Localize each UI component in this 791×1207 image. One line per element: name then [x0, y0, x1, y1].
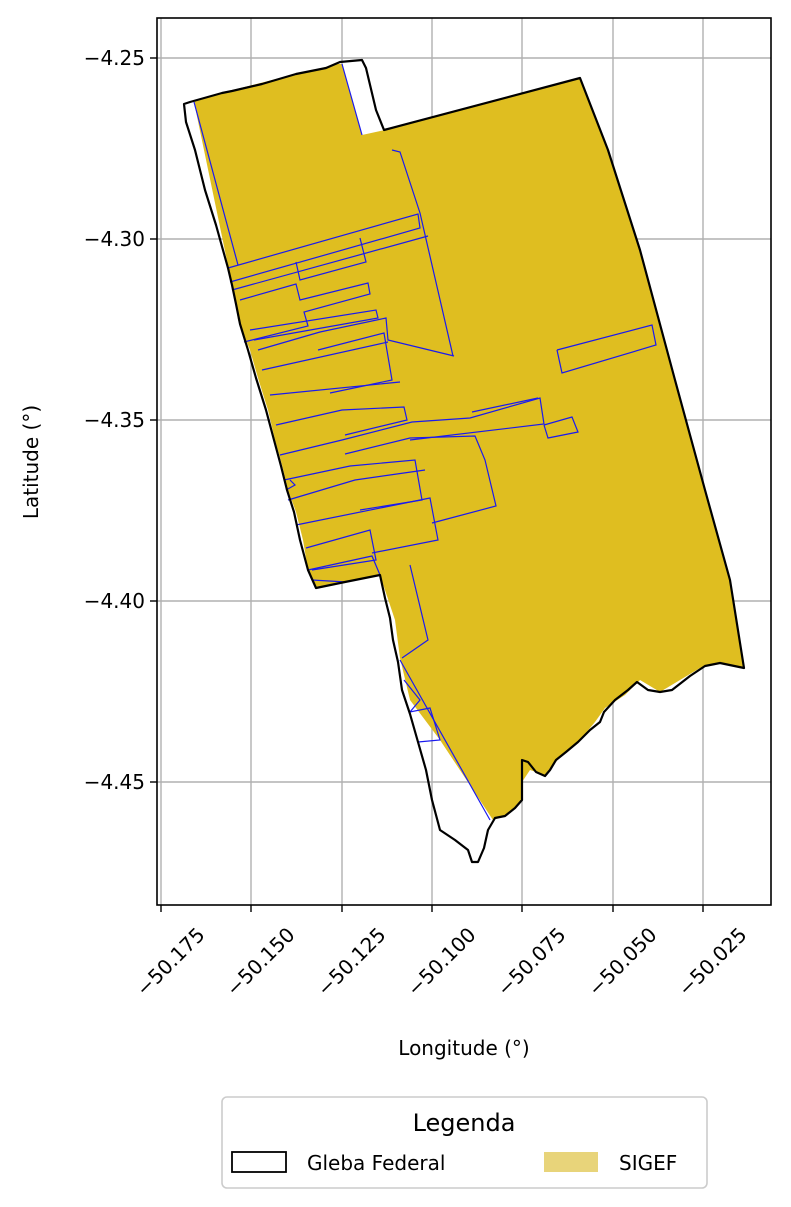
y-tick-label: −4.45	[84, 770, 145, 794]
legend-swatch-sigef	[544, 1152, 598, 1172]
gleba-federal-boundary	[182, 58, 746, 864]
x-tick-label: −50.175	[131, 923, 209, 1001]
sigef-parcels	[193, 63, 657, 821]
legend-title: Legenda	[413, 1109, 516, 1137]
x-tick-label: −50.075	[492, 923, 570, 1001]
x-tick-label: −50.125	[312, 923, 390, 1001]
x-tick-label: −50.050	[583, 923, 661, 1001]
legend-label-gleba-federal: Gleba Federal	[307, 1151, 445, 1175]
legend-swatch-gleba-federal	[231, 1151, 287, 1173]
y-tick-label: −4.25	[84, 46, 145, 70]
y-tick-label: −4.40	[84, 589, 145, 613]
y-axis-label: Latitude (°)	[19, 405, 43, 519]
x-axis: −50.175 −50.150 −50.125 −50.100 −50.075 …	[131, 905, 752, 1001]
y-tick-label: −4.35	[84, 408, 145, 432]
x-tick-label: −50.100	[402, 923, 480, 1001]
x-axis-label: Longitude (°)	[398, 1036, 529, 1060]
y-tick-label: −4.30	[84, 227, 145, 251]
y-axis: −4.25 −4.30 −4.35 −4.40 −4.45	[84, 46, 157, 794]
legend: Legenda Gleba Federal SIGEF	[221, 1096, 708, 1189]
x-tick-label: −50.025	[673, 923, 751, 1001]
legend-label-sigef: SIGEF	[619, 1151, 677, 1175]
plot-frame	[156, 17, 772, 906]
x-tick-label: −50.150	[221, 923, 299, 1001]
